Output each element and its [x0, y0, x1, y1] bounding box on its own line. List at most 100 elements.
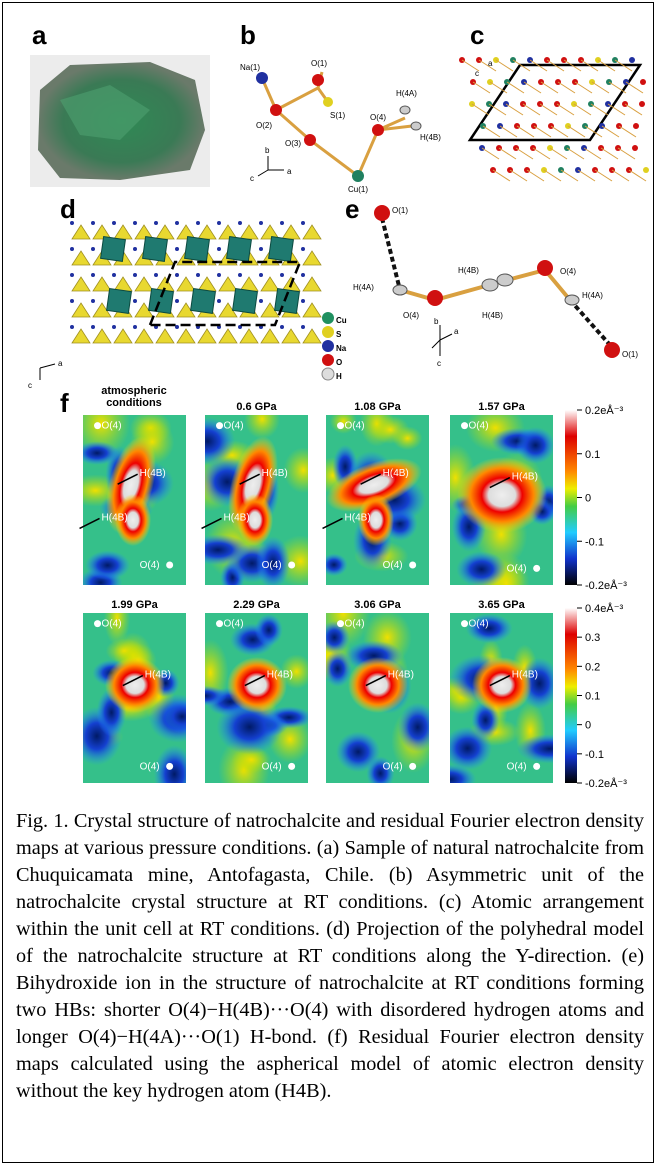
atom-label: O(4): [262, 560, 282, 571]
atom-h: [497, 274, 513, 286]
atom: [238, 221, 242, 225]
atom: [639, 101, 645, 107]
atom-dot: [533, 763, 540, 770]
bond: [472, 104, 489, 115]
colorbar-label: -0.2eÅ⁻³: [585, 777, 627, 790]
atom-o: [372, 124, 384, 136]
colorbar-label: 0.4eÅ⁻³: [585, 602, 624, 615]
bond: [499, 148, 516, 159]
tetrahedron: [135, 277, 153, 291]
atom: [70, 247, 74, 251]
tetrahedron: [303, 303, 321, 317]
tetrahedron: [303, 251, 321, 265]
tetrahedron: [303, 329, 321, 343]
atom-dot: [216, 422, 223, 429]
bond: [574, 104, 591, 115]
peak: [227, 657, 287, 713]
tetrahedron: [135, 329, 153, 343]
map-blob: [183, 686, 227, 706]
atom-label: O(4): [507, 761, 527, 772]
atom-na: [256, 72, 268, 84]
atom: [112, 273, 116, 277]
atom: [175, 273, 179, 277]
tetrahedron: [198, 329, 216, 343]
bond: [533, 148, 550, 159]
bond: [578, 170, 595, 181]
atom-label: H(4B): [145, 670, 171, 681]
atom-label: H(4B): [267, 670, 293, 681]
tetrahedron: [72, 277, 90, 291]
map-title: 1.99 GPa: [111, 599, 158, 611]
tetrahedron: [177, 329, 195, 343]
bond: [561, 170, 578, 181]
atom: [643, 167, 649, 173]
panel-label: b: [240, 20, 256, 50]
bond: [517, 126, 534, 137]
atom-label: H(4B): [102, 512, 128, 523]
tetrahedron: [198, 277, 216, 291]
map-title: 1.57 GPa: [478, 401, 525, 413]
atom-label: O(4): [102, 619, 122, 630]
atom: [133, 299, 137, 303]
axis-label: c: [28, 381, 32, 390]
colorbar-label: 0.1: [585, 691, 600, 703]
atom-dot: [533, 565, 540, 572]
atom: [301, 325, 305, 329]
tetrahedron: [72, 225, 90, 239]
colorbar: [565, 410, 577, 585]
atom: [633, 123, 639, 129]
tetrahedron: [114, 225, 132, 239]
atom-label: O(4): [140, 560, 160, 571]
atom-dot: [288, 763, 295, 770]
bond: [510, 170, 527, 181]
axes-b: [258, 156, 284, 176]
tetrahedron: [93, 277, 111, 291]
bond: [551, 126, 568, 137]
tetrahedron: [282, 225, 300, 239]
atom: [133, 325, 137, 329]
atom-h: [482, 279, 498, 291]
atom-label: O(4): [224, 619, 244, 630]
atom-dot: [166, 562, 173, 569]
panel-label: a: [32, 20, 47, 50]
tetrahedron: [156, 225, 174, 239]
atom: [133, 247, 137, 251]
map-title: 3.06 GPa: [354, 599, 401, 611]
bond: [619, 126, 636, 137]
map-blob: [85, 551, 130, 580]
atom-label: O(1): [392, 206, 408, 215]
panel-label: f: [60, 388, 69, 418]
legend-label: S: [336, 330, 342, 339]
bond: [602, 126, 619, 137]
atom: [238, 273, 242, 277]
tetrahedron: [72, 329, 90, 343]
bond: [592, 82, 609, 93]
axis-label: c: [475, 69, 479, 78]
atom: [70, 299, 74, 303]
map-title: 3.65 GPa: [478, 599, 525, 611]
atom-label: H(4A): [582, 291, 603, 300]
peak: [472, 657, 532, 713]
h-bond: [382, 218, 400, 290]
tetrahedron: [261, 329, 279, 343]
axis-label: a: [287, 167, 292, 176]
h-bond: [570, 300, 610, 345]
atom-label: H(4B): [383, 468, 409, 479]
bond: [524, 82, 541, 93]
bond: [595, 170, 612, 181]
density-map: [183, 613, 313, 800]
panel-label: d: [60, 194, 76, 224]
atom-label: O(1): [622, 350, 638, 359]
atom-label: H(4B): [420, 133, 441, 142]
colorbar-label: 0.2: [585, 661, 600, 673]
atom-h: [565, 295, 579, 305]
bond: [541, 82, 558, 93]
atom-label: H(4B): [512, 670, 538, 681]
octahedron: [149, 289, 174, 314]
atom-label: S(1): [330, 111, 345, 120]
atom-label: H(4B): [388, 670, 414, 681]
atom-label: O(4): [383, 761, 403, 772]
atom: [301, 247, 305, 251]
atom: [259, 247, 263, 251]
bond: [482, 148, 499, 159]
